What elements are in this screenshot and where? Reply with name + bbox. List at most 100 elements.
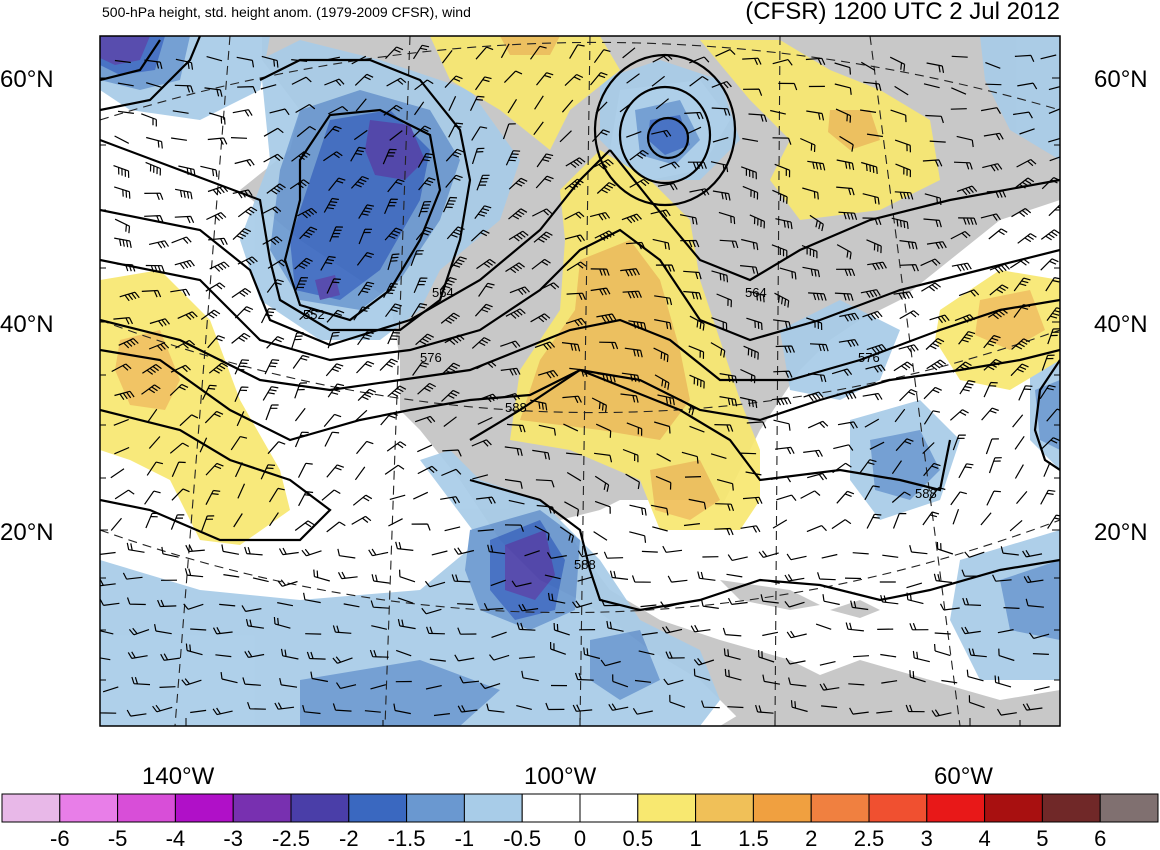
wind-barb xyxy=(183,603,204,610)
wind-barb xyxy=(441,389,460,402)
contour-588-pacific xyxy=(100,408,332,542)
wind-barb xyxy=(147,408,158,423)
wind-barb xyxy=(817,572,836,581)
wind-barb xyxy=(355,98,367,112)
wind-barb xyxy=(800,490,821,499)
wind-barb xyxy=(727,706,744,709)
wind-barb xyxy=(504,524,524,532)
wind-barb xyxy=(834,83,852,95)
wind-barb xyxy=(659,161,680,169)
wind-barb xyxy=(742,57,762,66)
map-title: (CFSR) 1200 UTC 2 Jul 2012 xyxy=(745,0,1060,25)
wind-barb xyxy=(534,525,550,541)
wind-barb xyxy=(266,183,286,195)
wind-barb xyxy=(371,625,388,630)
wind-barb xyxy=(518,603,539,612)
colorbar-swatch xyxy=(1,793,61,823)
wind-barb xyxy=(773,419,791,431)
wind-barb xyxy=(509,286,530,296)
anomaly-pos-1-southeast-us xyxy=(650,460,720,520)
wind-barb xyxy=(445,148,464,162)
wind-barb xyxy=(712,137,729,143)
wind-barb xyxy=(357,388,377,402)
wind-barb xyxy=(384,227,403,241)
wind-barb xyxy=(206,56,223,62)
wind-barb xyxy=(929,314,950,324)
wind-barb xyxy=(1048,137,1060,143)
wind-barb xyxy=(190,709,207,714)
wind-barb xyxy=(291,76,312,85)
wind-barb xyxy=(114,186,131,199)
colorbar-label: 5 xyxy=(1036,826,1048,850)
wind-barb xyxy=(893,361,914,372)
wind-barb xyxy=(149,318,170,327)
wind-barb xyxy=(294,382,308,399)
wind-barb xyxy=(536,153,554,168)
wind-barb xyxy=(758,649,775,663)
wind-barb xyxy=(681,451,699,464)
wind-barb xyxy=(891,460,902,475)
wind-barb xyxy=(950,409,969,421)
wind-barb xyxy=(170,288,191,297)
wind-barb xyxy=(836,186,855,196)
anomaly-neg-2-nw-corner xyxy=(100,36,150,65)
wind-barb xyxy=(279,677,298,688)
wind-barb xyxy=(848,683,865,686)
wind-barb xyxy=(566,292,586,301)
wind-barb xyxy=(923,410,941,425)
wind-barb xyxy=(237,483,246,499)
contour-label: 588 xyxy=(505,400,527,415)
wind-barb xyxy=(1049,156,1060,162)
wind-barb xyxy=(716,293,732,308)
wind-barb xyxy=(1014,464,1024,479)
wind-barb xyxy=(262,236,283,246)
wind-barb xyxy=(923,218,942,228)
colorbar-swatch xyxy=(695,793,754,823)
colorbar-swatch xyxy=(984,793,1043,823)
map-plot-area: 552 564 564 576 576 588 588 588 xyxy=(100,36,1060,726)
wind-barb xyxy=(683,270,702,280)
wind-barb xyxy=(386,441,407,452)
wind-barb xyxy=(114,218,131,234)
wind-barb xyxy=(161,546,179,558)
wind-barb xyxy=(800,137,816,153)
colorbar-swatch xyxy=(637,793,697,823)
wind-barb xyxy=(114,489,135,500)
wind-barb xyxy=(350,146,366,162)
wind-barb xyxy=(711,270,729,283)
wind-barb xyxy=(980,213,1001,221)
wind-barb xyxy=(508,499,525,505)
wind-barb xyxy=(547,592,566,604)
wind-barb xyxy=(981,407,999,421)
wind-barb xyxy=(506,423,526,433)
wind-barb xyxy=(925,338,945,350)
wind-barb xyxy=(998,648,1015,662)
wind-barb xyxy=(174,259,195,270)
wind-barb xyxy=(1040,489,1056,505)
wind-barb xyxy=(881,680,898,684)
wind-barb xyxy=(774,446,795,455)
wind-barb xyxy=(921,282,941,292)
wind-barb xyxy=(599,341,619,350)
wind-barb xyxy=(505,262,525,274)
wind-barb xyxy=(504,478,523,489)
wind-barb xyxy=(1039,384,1056,400)
colorbar-swatch xyxy=(406,793,465,823)
wind-barb xyxy=(772,519,788,529)
wind-barb xyxy=(489,654,510,661)
wind-barb xyxy=(301,548,322,557)
lat-label-right: 20°N xyxy=(1094,519,1148,546)
wind-barb xyxy=(819,661,836,666)
wind-barb xyxy=(370,600,390,609)
wind-barb xyxy=(831,368,853,376)
wind-barb xyxy=(444,526,461,532)
wind-barb xyxy=(343,603,360,608)
wind-barb xyxy=(898,344,919,353)
wind-barb xyxy=(469,95,485,112)
wind-barb xyxy=(839,135,854,152)
wind-barb xyxy=(966,669,984,682)
wind-barb xyxy=(718,211,736,225)
wind-barb xyxy=(950,108,967,110)
wind-barb xyxy=(502,123,516,140)
